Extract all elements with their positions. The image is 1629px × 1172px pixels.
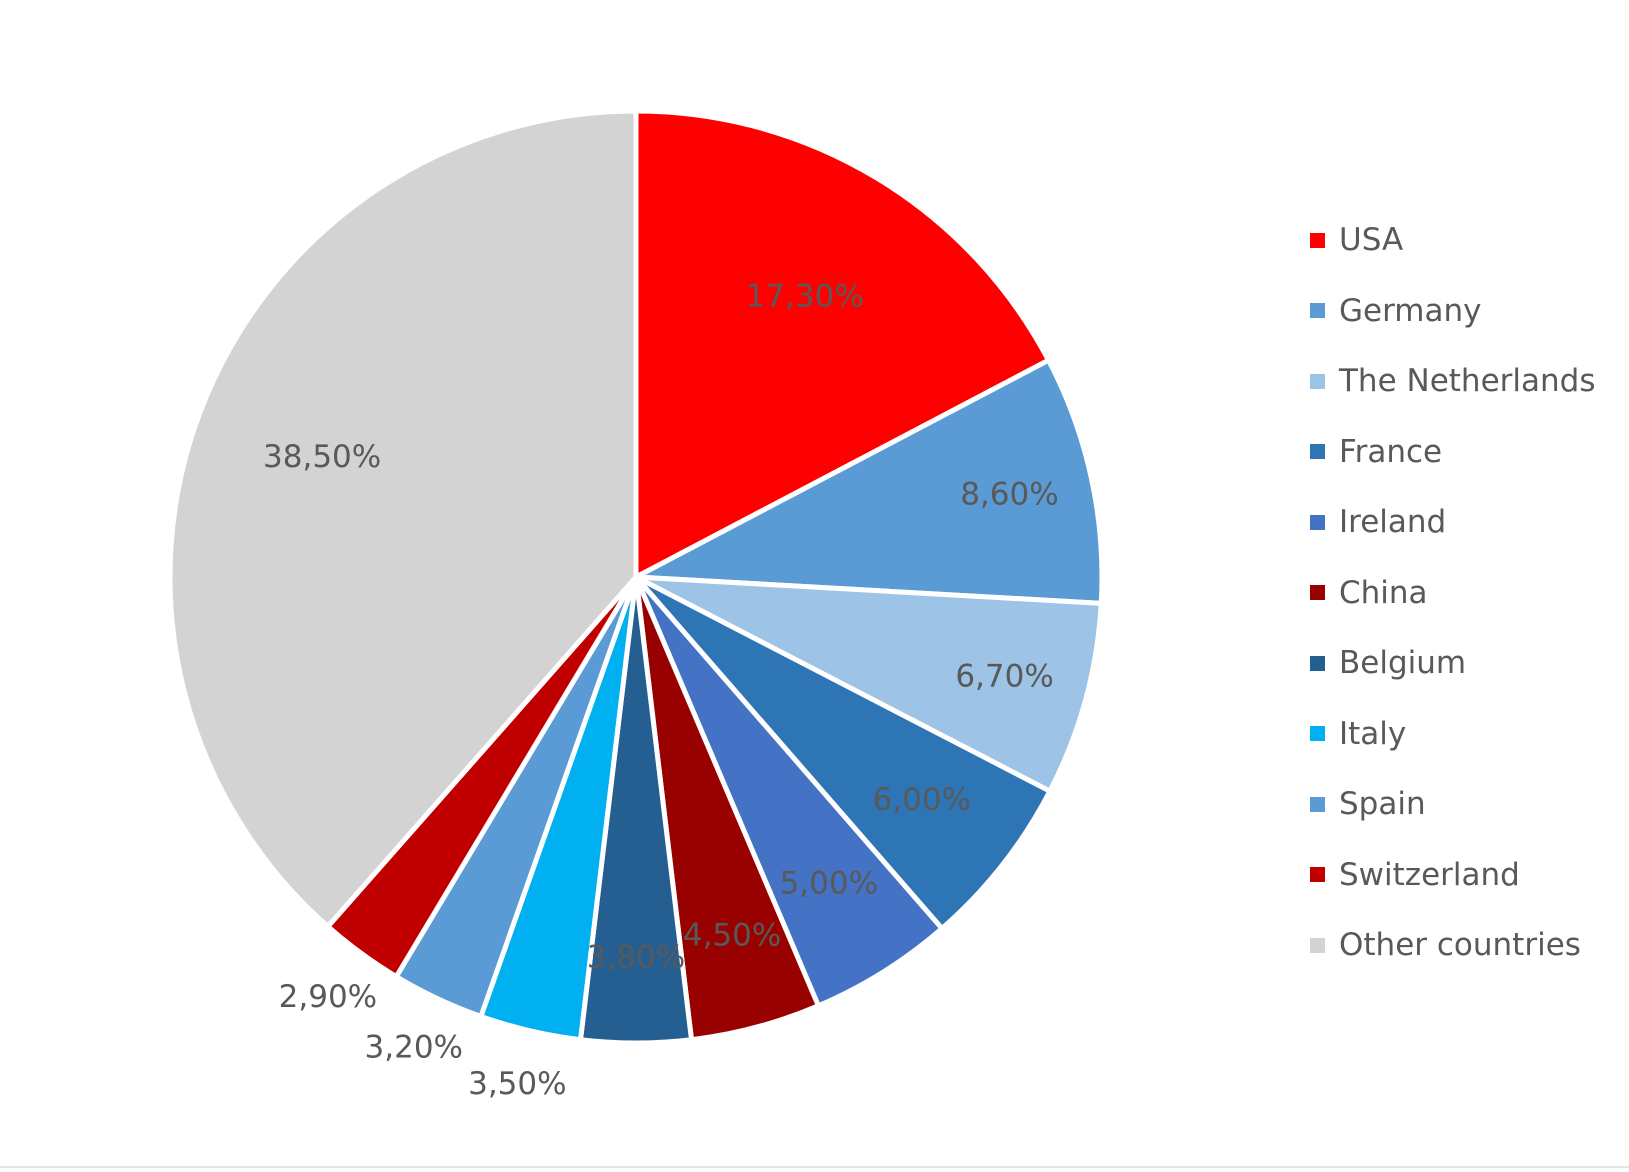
legend-item-switzerland: Switzerland [1310,840,1595,911]
legend-label: Ireland [1339,504,1447,541]
legend-item-belgium: Belgium [1310,628,1595,699]
data-label-spain: 3,20% [365,1030,463,1066]
legend-item-france: France [1310,417,1595,488]
data-label-usa: 17,30% [746,278,864,314]
legend-item-germany: Germany [1310,276,1595,347]
pie-slice-other-countries [167,108,639,930]
legend-item-usa: USA [1310,205,1595,276]
legend-label: Belgium [1339,645,1467,682]
pie-slice-france [633,574,1053,931]
data-label-switzerland: 2,90% [279,979,377,1015]
data-label-germany: 8,60% [960,476,1058,512]
legend-swatch [1310,444,1325,460]
legend-swatch [1310,867,1325,883]
legend-label: Other countries [1339,927,1581,964]
legend-label: Germany [1339,292,1482,329]
legend-item-ireland: Ireland [1310,487,1595,558]
legend-swatch [1310,655,1325,671]
legend-label: Switzerland [1339,856,1520,893]
legend-label: The Netherlands [1339,363,1596,400]
legend-label: France [1339,433,1443,470]
data-label-other-countries: 38,50% [263,439,381,475]
pie-slice-usa [633,108,1052,580]
pie-slice-germany [633,357,1105,606]
pie-slice-the-netherlands [633,574,1104,794]
legend-swatch [1310,937,1325,953]
bottom-divider [0,1166,1629,1168]
legend-swatch [1310,796,1325,812]
legend-item-spain: Spain [1310,769,1595,840]
data-label-france: 6,00% [873,782,971,818]
data-label-belgium: 3,80% [587,940,685,976]
pie-data-labels: 17,30% 8,60% 6,70% 6,00% 5,00% 4,50%3,80% 3,50… [263,278,1059,1101]
data-label-italy: 3,50% [468,1066,566,1102]
legend-label: Spain [1339,786,1426,823]
data-label-ireland: 5,00% [780,866,878,902]
legend-item-china: China [1310,558,1595,629]
legend-swatch [1310,514,1325,530]
legend: USA Germany The Netherlands France Ireland Ch… [1310,205,1595,981]
legend-label: USA [1339,222,1404,259]
legend-label: Italy [1339,715,1407,752]
data-label-china: 4,50% [683,918,781,954]
pie-slice-ireland [633,574,945,1009]
legend-item-italy: Italy [1310,699,1595,770]
legend-swatch [1310,726,1325,742]
legend-swatch [1310,373,1325,389]
data-label-the-netherlands: 6,70% [955,658,1053,694]
legend-item-other-countries: Other countries [1310,910,1595,981]
legend-swatch [1310,232,1325,248]
legend-swatch [1310,303,1325,319]
legend-swatch [1310,585,1325,601]
pie-slices [167,108,1105,1046]
legend-item-the-netherlands: The Netherlands [1310,346,1595,417]
legend-label: China [1339,574,1428,611]
